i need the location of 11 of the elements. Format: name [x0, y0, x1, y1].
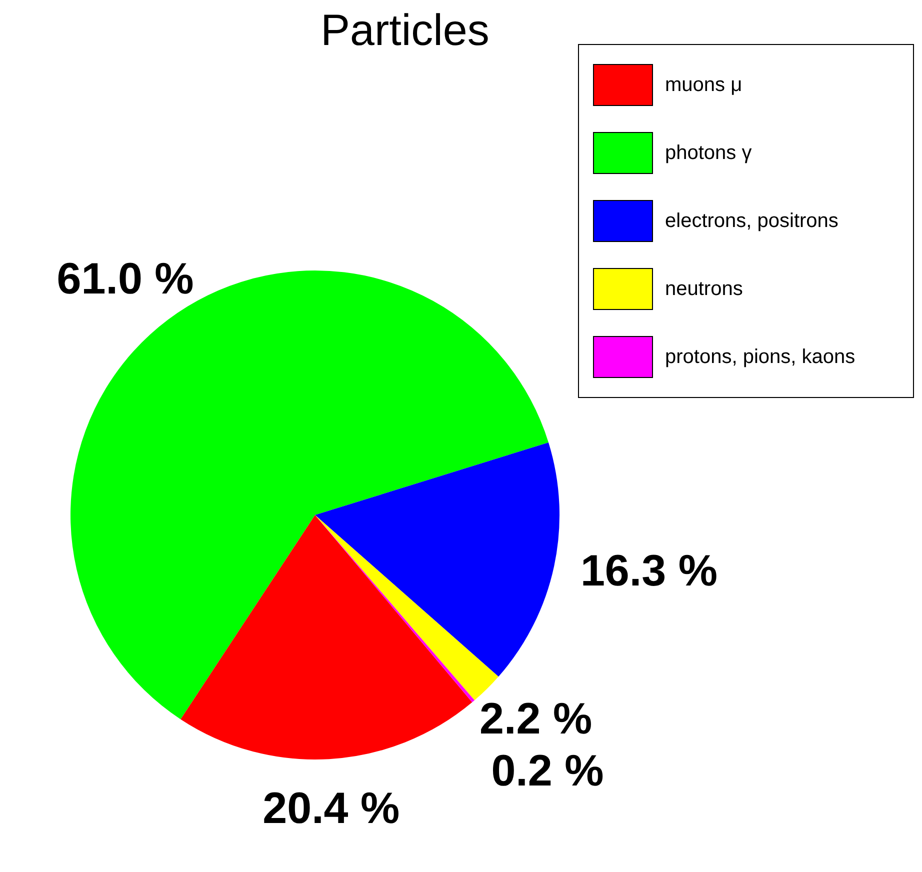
legend-label: protons, pions, kaons: [665, 346, 856, 368]
legend-label: muons μ: [665, 74, 742, 96]
data-label: 2.2 %: [480, 694, 592, 744]
data-label: 16.3 %: [580, 546, 718, 596]
legend-label: photons γ: [665, 142, 752, 164]
chart-title: Particles: [320, 6, 490, 56]
data-label: 20.4 %: [262, 784, 400, 834]
legend-label: neutrons: [665, 278, 743, 300]
data-label: 61.0 %: [56, 254, 194, 304]
legend-label: electrons, positrons: [665, 210, 838, 232]
data-label: 0.2 %: [491, 746, 604, 796]
